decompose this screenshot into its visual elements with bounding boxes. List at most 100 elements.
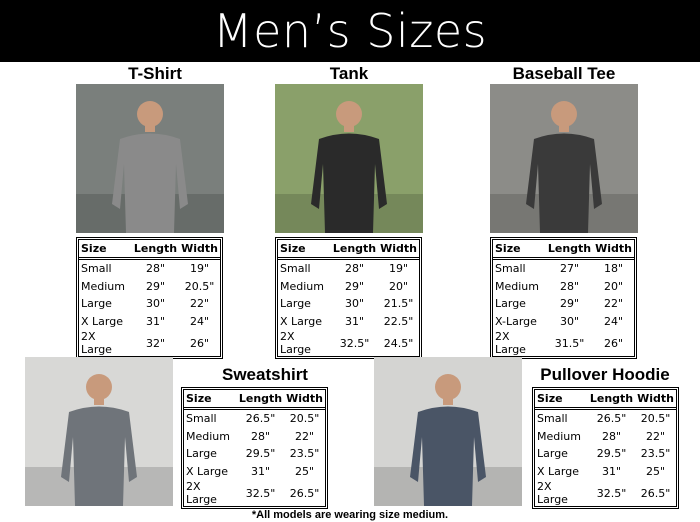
table-cell: Large: [280, 297, 311, 311]
table-cell: 28": [250, 429, 271, 443]
table-cell: 22.5": [383, 314, 414, 328]
table-cell: 2X Large: [81, 330, 112, 356]
table-cell: Small: [537, 412, 568, 426]
table-cell: Large: [537, 447, 568, 461]
table-cell: 29.5": [245, 447, 276, 461]
table-cell: Medium: [280, 279, 324, 293]
table-row: Small 27" 18": [493, 259, 634, 278]
table-cell: 24": [604, 314, 624, 328]
table-row: Medium 29" 20": [278, 278, 419, 296]
t-shirt-size-table: Size Length Width Small 28" 19" Medium 29" 20.5"…: [76, 237, 223, 359]
table-row: Large 30" 22": [79, 295, 220, 313]
table-row: 2X Large 32.5" 26.5": [184, 480, 325, 506]
table-cell: 20.5": [289, 412, 320, 426]
column-header: Length: [545, 240, 594, 260]
sweatshirt-title: Sweatshirt: [222, 365, 308, 384]
table-cell: Small: [495, 262, 526, 276]
table-cell: 26": [190, 336, 210, 350]
table-cell: 22": [604, 297, 624, 311]
table-row: X Large 31" 25": [184, 463, 325, 481]
table-cell: 19": [389, 262, 409, 276]
table-row: 2X Large 32.5" 26.5": [535, 480, 676, 506]
table-cell: 2X Large: [495, 330, 526, 356]
table-cell: X Large: [537, 464, 579, 478]
baseball-tee-title: Baseball Tee: [512, 64, 616, 83]
table-cell: 31": [344, 314, 365, 328]
table-cell: 20.5": [640, 412, 671, 426]
table-row: Small 26.5" 20.5": [535, 409, 676, 428]
table-row: Large 29.5" 23.5": [184, 445, 325, 463]
table-row: Medium 28" 22": [184, 428, 325, 446]
table-row: Medium 28" 22": [535, 428, 676, 446]
baseball-tee-model-photo: [490, 84, 638, 233]
table-row: Small 28" 19": [79, 259, 220, 278]
table-cell: 26.5": [289, 486, 320, 500]
table-row: Medium 28" 20": [493, 278, 634, 296]
table-cell: 32": [145, 336, 166, 350]
table-row: X Large 31" 22.5": [278, 313, 419, 331]
table-cell: 28": [145, 262, 166, 276]
table-cell: Medium: [495, 279, 539, 293]
column-header: Width: [635, 390, 676, 410]
table-cell: 22": [190, 297, 210, 311]
table-cell: 20.5": [184, 279, 215, 293]
table-row: X Large 31" 24": [79, 313, 220, 331]
table-cell: 22": [295, 429, 315, 443]
table-cell: 32.5": [245, 486, 276, 500]
table-cell: 28": [559, 279, 580, 293]
table-cell: Medium: [537, 429, 581, 443]
table-cell: 25": [646, 464, 666, 478]
table-cell: 26": [604, 336, 624, 350]
table-cell: 23.5": [289, 447, 320, 461]
column-header: Length: [587, 390, 636, 410]
table-cell: X Large: [81, 314, 123, 328]
tank-size-table: Size Length Width Small 28" 19" Medium 29" 20" La…: [275, 237, 422, 359]
table-cell: 29": [344, 279, 365, 293]
column-header: Width: [593, 240, 634, 260]
table-row: Large 29.5" 23.5": [535, 445, 676, 463]
table-cell: 2X Large: [537, 480, 568, 506]
table-cell: 31": [601, 464, 622, 478]
table-row: 2X Large 32" 26": [79, 330, 220, 356]
table-row: 2X Large 32.5" 24.5": [278, 330, 419, 356]
table-row: Large 29" 22": [493, 295, 634, 313]
table-cell: 31": [250, 464, 271, 478]
column-header: Length: [131, 240, 180, 260]
tank-model-photo: [275, 84, 423, 233]
table-cell: 23.5": [640, 447, 671, 461]
sweatshirt-model-photo: [25, 357, 173, 506]
column-header: Length: [330, 240, 379, 260]
table-cell: X Large: [186, 464, 228, 478]
table-cell: X Large: [280, 314, 322, 328]
column-header: Width: [378, 240, 419, 260]
pullover-hoodie-title: Pullover Hoodie: [540, 365, 670, 384]
table-cell: 30": [145, 297, 166, 311]
pullover-hoodie-size-table: Size Length Width Small 26.5" 20.5" Medium 28" 2…: [532, 387, 679, 509]
table-cell: 25": [295, 464, 315, 478]
table-cell: Medium: [81, 279, 125, 293]
table-cell: 2X Large: [280, 330, 311, 356]
pullover-hoodie-model-photo: [374, 357, 522, 506]
table-cell: 30": [559, 314, 580, 328]
column-header: Size: [493, 240, 546, 260]
column-header: Width: [284, 390, 325, 410]
table-cell: Small: [81, 262, 112, 276]
table-cell: X-Large: [495, 314, 537, 328]
table-row: Medium 29" 20.5": [79, 278, 220, 296]
table-cell: 22": [646, 429, 666, 443]
page-title: Men’s Sizes: [212, 4, 488, 58]
table-cell: 28": [344, 262, 365, 276]
table-cell: Medium: [186, 429, 230, 443]
table-cell: 26.5": [596, 412, 627, 426]
column-header: Size: [535, 390, 588, 410]
table-cell: 19": [190, 262, 210, 276]
table-cell: 27": [559, 262, 580, 276]
table-cell: 20": [389, 279, 409, 293]
table-row: X Large 31" 25": [535, 463, 676, 481]
table-cell: Small: [280, 262, 311, 276]
header-banner: Men’s Sizes: [0, 0, 700, 62]
column-header: Size: [278, 240, 331, 260]
table-cell: Large: [186, 447, 217, 461]
table-cell: 31.5": [554, 336, 585, 350]
table-cell: 26.5": [640, 486, 671, 500]
